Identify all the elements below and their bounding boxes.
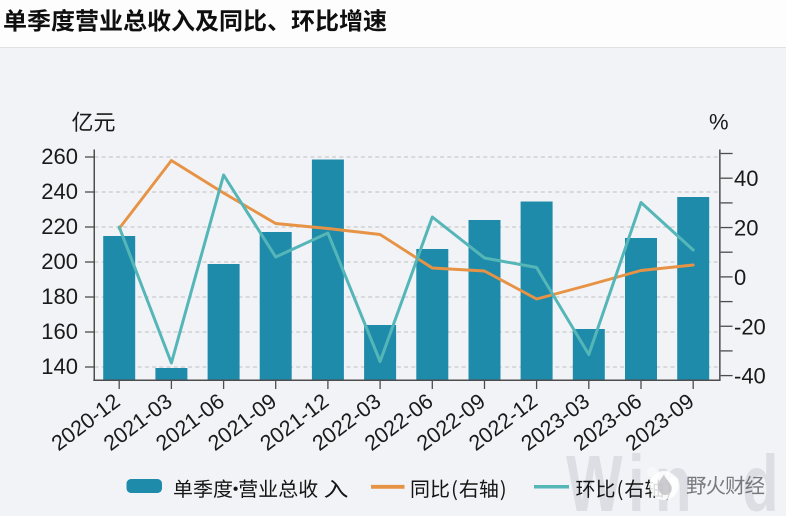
svg-text:i: i — [628, 439, 645, 516]
svg-text:20: 20 — [734, 216, 758, 241]
svg-text:200: 200 — [41, 249, 78, 274]
svg-text:220: 220 — [41, 214, 78, 239]
svg-text:0: 0 — [734, 265, 746, 290]
svg-text:-40: -40 — [734, 364, 766, 389]
svg-text:180: 180 — [41, 284, 78, 309]
svg-text:%: % — [709, 110, 729, 135]
svg-text:W: W — [566, 439, 623, 516]
svg-text:260: 260 — [41, 144, 78, 169]
svg-text:240: 240 — [41, 179, 78, 204]
svg-text:160: 160 — [41, 319, 78, 344]
svg-text:140: 140 — [41, 354, 78, 379]
svg-text:-20: -20 — [734, 314, 766, 339]
svg-text:40: 40 — [734, 166, 758, 191]
